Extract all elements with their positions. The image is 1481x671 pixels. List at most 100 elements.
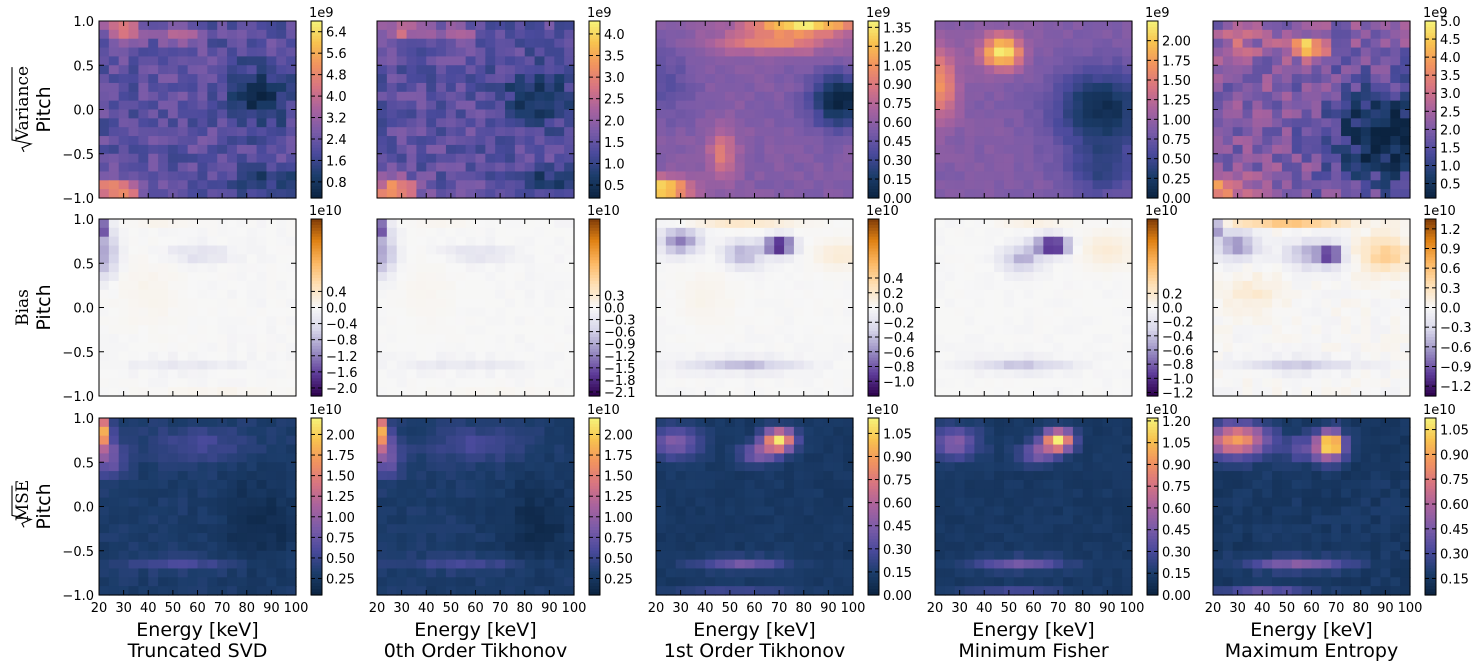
heatmap-cell	[1380, 144, 1391, 155]
colorbar-segment	[868, 351, 879, 356]
heatmap-cell	[534, 21, 546, 31]
heatmap-cell	[416, 47, 427, 57]
heatmap-cell	[1222, 127, 1234, 137]
heatmap-cell	[99, 100, 110, 111]
colorbar-segment	[1425, 38, 1436, 43]
heatmap-cell	[675, 82, 687, 93]
colorbar-segment	[1425, 103, 1436, 108]
heatmap-cell	[138, 245, 149, 255]
heatmap-cell	[1321, 109, 1332, 119]
heatmap-cell	[207, 272, 218, 282]
colorbar-segment	[1147, 348, 1158, 353]
heatmap-cell	[1331, 342, 1342, 353]
heatmap-cell	[276, 171, 287, 181]
colorbar-segment	[311, 183, 322, 187]
heatmap-cell	[994, 127, 1005, 137]
heatmap-cell	[426, 29, 437, 40]
heatmap-cell	[1370, 56, 1382, 66]
heatmap-cell	[524, 325, 536, 335]
heatmap-cell	[685, 387, 696, 397]
heatmap-cell	[544, 227, 555, 238]
heatmap-cell	[158, 171, 169, 181]
heatmap-cell	[1033, 360, 1044, 371]
heatmap-cell	[118, 334, 130, 344]
heatmap-cell	[1341, 127, 1352, 137]
colorbar-segment	[1147, 88, 1158, 93]
heatmap-cell	[1301, 65, 1313, 75]
colorbar-segment	[868, 348, 879, 353]
heatmap-cell	[724, 180, 736, 190]
heatmap-cell	[833, 369, 844, 379]
heatmap-cell	[1003, 227, 1015, 238]
heatmap-cell	[656, 325, 667, 335]
heatmap-cell	[974, 162, 985, 173]
colorbar-segment	[589, 97, 600, 102]
heatmap-cell	[1321, 82, 1332, 93]
heatmap-cell	[554, 21, 565, 31]
colorbar-segment	[868, 26, 879, 31]
colorbar-segment	[1147, 283, 1158, 288]
heatmap-cell	[1222, 118, 1234, 128]
heatmap-cell	[207, 387, 218, 397]
heatmap-cell	[665, 280, 677, 291]
heatmap-cell	[544, 109, 555, 119]
heatmap-cell	[445, 109, 457, 119]
heatmap-cell	[505, 236, 516, 247]
colorbar-segment	[1147, 32, 1158, 37]
colorbar-segment	[868, 275, 879, 279]
heatmap-cell	[744, 118, 756, 128]
heatmap-cell	[1281, 153, 1293, 164]
heatmap-cell	[685, 56, 696, 66]
heatmap-cell	[426, 307, 437, 317]
heatmap-cell	[455, 219, 467, 229]
heatmap-cell	[715, 334, 726, 344]
heatmap-cell	[1380, 118, 1391, 128]
heatmap-cell	[128, 272, 139, 282]
colorbar-segment	[868, 118, 879, 122]
heatmap-cell	[256, 100, 268, 111]
heatmap-cell	[187, 82, 199, 93]
heatmap-cell	[148, 38, 159, 49]
heatmap-cell	[705, 74, 716, 84]
heatmap-cell	[485, 219, 496, 229]
heatmap-cell	[266, 65, 277, 75]
heatmap-cell	[744, 360, 756, 371]
heatmap-cell	[485, 254, 496, 264]
heatmap-cell	[774, 127, 785, 137]
heatmap-cell	[1291, 245, 1303, 255]
colorbar-segment	[868, 65, 879, 69]
heatmap-cell	[1213, 38, 1224, 49]
heatmap-cell	[128, 369, 139, 379]
heatmap-cell	[128, 100, 139, 111]
heatmap-cell	[396, 272, 408, 282]
heatmap-cell	[1122, 189, 1133, 199]
colorbar-segment	[868, 289, 879, 294]
heatmap-cell	[256, 109, 268, 119]
heatmap-cell	[266, 369, 277, 379]
heatmap-cell	[803, 387, 815, 397]
heatmap-cell	[744, 272, 756, 282]
heatmap-cell	[266, 298, 277, 309]
heatmap-cell	[1082, 162, 1094, 173]
heatmap-cell	[158, 118, 169, 128]
colorbar-segment	[868, 112, 879, 116]
heatmap-cell	[236, 109, 248, 119]
heatmap-cell	[1301, 171, 1313, 181]
heatmap-cell	[974, 227, 985, 238]
heatmap-cell	[695, 109, 706, 119]
heatmap-cell	[1331, 245, 1342, 255]
heatmap-cell	[246, 180, 258, 190]
heatmap-cell	[994, 136, 1005, 146]
heatmap-cell	[377, 127, 388, 137]
heatmap-cell	[1390, 316, 1401, 326]
colorbar-segment	[311, 245, 322, 250]
heatmap-cell	[138, 109, 149, 119]
heatmap-cell	[455, 334, 467, 344]
heatmap-cell	[1281, 298, 1293, 309]
heatmap-cell	[1350, 325, 1362, 335]
colorbar-tick-label: 0.75	[1162, 133, 1191, 148]
heatmap-cell	[793, 378, 805, 388]
heatmap-cell	[784, 109, 795, 119]
colorbar-segment	[311, 171, 322, 175]
